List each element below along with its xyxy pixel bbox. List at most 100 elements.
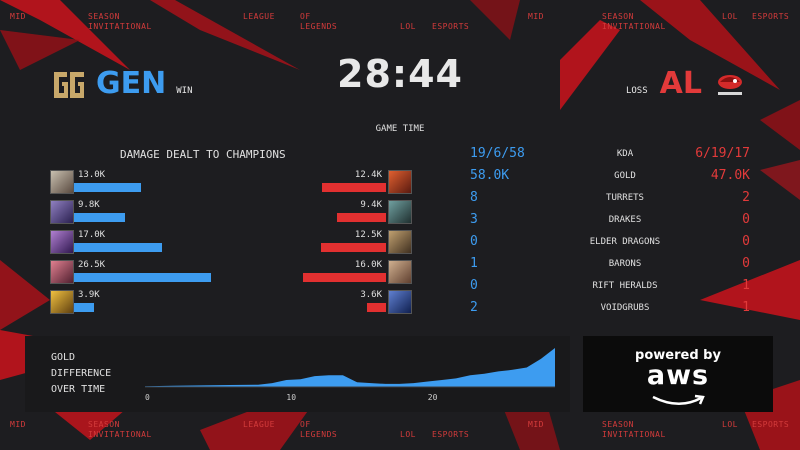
left-damage-bar — [74, 183, 141, 192]
stat-label: TURRETS — [606, 193, 644, 203]
ticker-text: LOL — [722, 12, 738, 21]
ticker-text: INVITATIONAL — [602, 430, 666, 439]
left-damage-value: 17.0K — [78, 230, 106, 240]
ticker-text: LOL — [400, 22, 416, 31]
sponsor-tagline: powered by — [635, 348, 721, 363]
aws-logo-text: aws — [646, 360, 710, 391]
team-stats-table: 19/6/58 KDA 6/19/17 58.0K GOLD 47.0K 8 T… — [470, 146, 760, 322]
left-stat-value: 19/6/58 — [470, 146, 525, 161]
champion-portrait-icon — [388, 170, 412, 194]
champion-portrait-icon — [388, 200, 412, 224]
ticker-text: LEAGUE — [243, 12, 275, 21]
right-damage-value: 12.5K — [354, 230, 382, 240]
left-stat-value: 8 — [470, 190, 478, 205]
right-stat-value: 2 — [742, 190, 750, 205]
right-stat-value: 0 — [742, 234, 750, 249]
stat-row-drakes: 3 DRAKES 0 — [470, 212, 760, 234]
right-damage-bar — [303, 273, 386, 282]
gen-g-logo-icon — [54, 72, 84, 98]
right-damage-bar — [322, 183, 386, 192]
ticker-text: INVITATIONAL — [88, 22, 152, 31]
right-damage-bar — [321, 243, 386, 252]
left-stat-value: 2 — [470, 300, 478, 315]
left-damage-bar — [74, 213, 125, 222]
right-team-header: LOSS AL — [626, 66, 748, 100]
ticker-bottom: MID SEASON INVITATIONAL LEAGUE OF LEGEND… — [0, 420, 800, 450]
right-stat-value: 47.0K — [710, 168, 750, 183]
champion-portrait-icon — [388, 260, 412, 284]
left-team-name: GEN — [96, 66, 167, 101]
stat-label: RIFT HERALDS — [592, 281, 658, 291]
left-damage-bar — [74, 303, 94, 312]
damage-section-title: DAMAGE DEALT TO CHAMPIONS — [120, 148, 286, 161]
ticker-text: LEGENDS — [300, 22, 338, 31]
gold-chart-title-line: DIFFERENCE — [51, 368, 112, 379]
ticker-text: SEASON — [88, 420, 120, 429]
left-damage-bar — [74, 243, 162, 252]
left-team-header: GEN WIN — [52, 66, 193, 100]
stat-row-turrets: 8 TURRETS 2 — [470, 190, 760, 212]
ticker-text: SEASON — [602, 420, 634, 429]
left-team-result: WIN — [176, 86, 193, 96]
gold-chart-title-line: GOLD — [51, 352, 76, 363]
right-damage-value: 12.4K — [354, 170, 382, 180]
left-damage-value: 26.5K — [78, 260, 106, 270]
damage-row: 13.0K 12.4K — [50, 170, 412, 194]
ticker-text: ESPORTS — [432, 22, 470, 31]
gold-difference-panel: GOLD DIFFERENCE OVER TIME 0 10 20 — [25, 336, 570, 412]
anyones-legend-logo-icon — [718, 75, 742, 95]
champion-portrait-icon — [388, 290, 412, 314]
aws-smile-icon — [652, 394, 705, 405]
ticker-text: SEASON — [602, 12, 634, 21]
stat-label: GOLD — [614, 171, 636, 181]
gold-difference-chart: 0 10 20 — [145, 348, 555, 402]
champion-portrait-icon — [50, 260, 74, 284]
right-stat-value: 0 — [742, 256, 750, 271]
stat-row-voidgrubs: 2 VOIDGRUBS 1 — [470, 300, 760, 322]
stat-label: VOIDGRUBS — [600, 303, 650, 313]
gold-chart-title: GOLD DIFFERENCE OVER TIME — [51, 350, 111, 398]
ticker-top: MID SEASON INVITATIONAL LEAGUE OF LEGEND… — [0, 12, 800, 42]
stat-row-barons: 1 BARONS 0 — [470, 256, 760, 278]
damage-row: 17.0K 12.5K — [50, 230, 412, 254]
left-stat-value: 3 — [470, 212, 478, 227]
left-damage-value: 13.0K — [78, 170, 106, 180]
left-stat-value: 1 — [470, 256, 478, 271]
stat-label: DRAKES — [608, 215, 642, 225]
ticker-text: ESPORTS — [432, 430, 470, 439]
champion-portrait-icon — [388, 230, 412, 254]
ticker-text: MID — [528, 420, 544, 429]
ticker-text: INVITATIONAL — [602, 22, 666, 31]
ticker-text: LOL — [722, 420, 738, 429]
stat-row-gold: 58.0K GOLD 47.0K — [470, 168, 760, 190]
game-timer: 28:44 — [337, 52, 463, 96]
gold-chart-title-line: OVER TIME — [51, 384, 106, 395]
ticker-text: ESPORTS — [752, 420, 790, 429]
right-stat-value: 1 — [742, 300, 750, 315]
right-damage-bar — [337, 213, 386, 222]
stat-row-kda: 19/6/58 KDA 6/19/17 — [470, 146, 760, 168]
right-team-name: AL — [659, 66, 702, 101]
ticker-text: OF — [300, 12, 311, 21]
right-stat-value: 0 — [742, 212, 750, 227]
right-stat-value: 1 — [742, 278, 750, 293]
game-time-label: GAME TIME — [375, 124, 425, 134]
right-team-result: LOSS — [625, 86, 648, 96]
gold-difference-area — [145, 348, 555, 387]
damage-row: 26.5K 16.0K — [50, 260, 412, 284]
ticker-text: LEAGUE — [243, 420, 275, 429]
x-tick-label: 10 — [286, 393, 296, 402]
ticker-text: MID — [10, 12, 26, 21]
right-damage-bar — [367, 303, 386, 312]
stat-row-rift-heralds: 0 RIFT HERALDS 1 — [470, 278, 760, 300]
right-damage-value: 16.0K — [354, 260, 382, 270]
damage-row: 3.9K 3.6K — [50, 290, 412, 314]
champion-portrait-icon — [50, 230, 74, 254]
stat-label: ELDER DRAGONS — [589, 237, 661, 247]
ticker-text: MID — [528, 12, 544, 21]
ticker-text: SEASON — [88, 12, 120, 21]
left-stat-value: 58.0K — [470, 168, 510, 183]
left-stat-value: 0 — [470, 234, 478, 249]
